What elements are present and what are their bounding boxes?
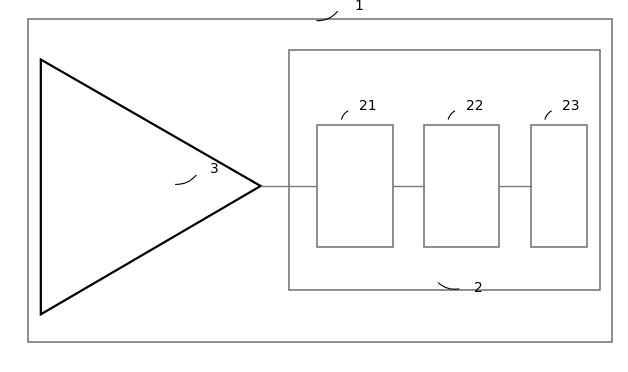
Bar xyxy=(317,125,392,247)
Text: 21: 21 xyxy=(359,99,377,113)
Bar xyxy=(424,125,499,247)
Polygon shape xyxy=(41,60,261,314)
Text: 2: 2 xyxy=(474,281,483,295)
Text: 22: 22 xyxy=(466,99,484,113)
Text: 1: 1 xyxy=(355,0,364,13)
Bar xyxy=(531,125,587,247)
Bar xyxy=(289,50,600,290)
Text: 3: 3 xyxy=(210,162,219,176)
Bar xyxy=(28,19,612,342)
Text: 23: 23 xyxy=(562,99,580,113)
